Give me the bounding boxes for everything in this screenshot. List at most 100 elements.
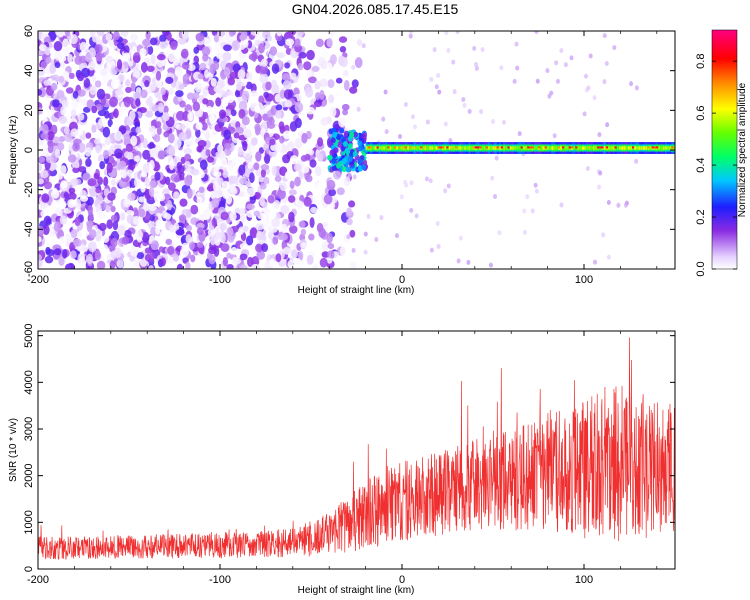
heatmap-noise-blob <box>214 123 223 132</box>
heatmap-sparse-cell <box>522 229 527 235</box>
heatmap-signal-cell <box>385 146 388 150</box>
heatmap-sparse-cell <box>429 76 434 82</box>
heatmap-noise-blob <box>87 241 97 253</box>
heatmap-noise-blob <box>254 123 261 132</box>
heatmap-noise-blob <box>50 200 58 211</box>
heatmap-noise-blob <box>70 128 79 137</box>
heatmap-noise-blob <box>284 171 291 180</box>
heatmap-sparse-cell <box>448 138 453 144</box>
heatmap-sparse-cell <box>514 41 519 47</box>
heatmap-noise-blob <box>245 180 251 188</box>
heatmap-noise-blob <box>349 261 357 269</box>
heatmap-noise-blob <box>65 263 74 269</box>
heatmap-noise-blob <box>132 69 142 79</box>
heatmap-noise-blob <box>239 185 247 193</box>
heatmap-noise-blob <box>255 151 262 162</box>
heatmap-noise-blob <box>324 226 330 233</box>
heatmap-noise-blob <box>303 61 312 71</box>
heatmap-signal-cell <box>669 146 672 150</box>
heatmap-noise-blob <box>218 109 227 119</box>
heatmap-signal-peak <box>476 146 480 149</box>
heatmap-noise-blob <box>78 166 87 173</box>
heatmap-transition-cell <box>349 131 355 138</box>
heatmap-noise-blob <box>173 176 180 183</box>
heatmap-noise-blob <box>270 144 278 151</box>
heatmap-noise-blob <box>298 51 307 59</box>
heatmap-noise-blob <box>54 51 63 61</box>
heatmap-noise-blob <box>349 86 358 94</box>
heatmap-sparse-cell <box>363 231 368 237</box>
bottom-y-axis-title: SNR (10 * v/v) <box>8 418 19 482</box>
x-tick-label: -200 <box>27 574 49 586</box>
heatmap-signal-cell <box>616 146 620 150</box>
heatmap-noise-blob <box>159 41 167 49</box>
heatmap-signal-peak <box>653 146 657 149</box>
heatmap-noise-blob <box>132 215 140 225</box>
snr-panel: -200 -100 0 100 0 1000 2000 3000 4000 5000 Heigh… <box>8 323 676 596</box>
heatmap-signal-peak <box>529 146 533 149</box>
heatmap-noise-blob <box>167 245 175 255</box>
heatmap-noise-blob <box>43 215 52 226</box>
heatmap-noise-blob <box>79 41 88 52</box>
heatmap-noise-blob <box>138 208 146 218</box>
heatmap-transition-cell <box>352 150 358 157</box>
heatmap-sparse-cell <box>432 47 437 53</box>
heatmap-noise-blob <box>294 102 304 113</box>
heatmap-noise-blob <box>260 58 268 67</box>
heatmap-noise-blob <box>94 233 102 243</box>
heatmap-noise-blob <box>190 204 199 215</box>
heatmap-noise-blob <box>251 137 258 146</box>
heatmap-noise-blob <box>93 173 100 180</box>
heatmap-noise-blob <box>83 78 91 89</box>
heatmap-noise-blob <box>161 31 170 37</box>
heatmap-noise-blob <box>181 31 189 40</box>
heatmap-noise-blob <box>41 193 50 203</box>
heatmap-noise-blob <box>120 31 129 38</box>
heatmap-noise-blob <box>147 45 154 55</box>
heatmap-sparse-cell <box>461 97 466 103</box>
heatmap-signal-peak <box>601 146 605 149</box>
heatmap-signal-peak <box>538 146 542 149</box>
y-tick-label: 60 <box>23 25 35 37</box>
heatmap-noise-blob <box>227 162 235 171</box>
heatmap-noise-blob <box>106 219 113 230</box>
heatmap-noise-blob <box>67 54 73 63</box>
heatmap-noise-blob <box>173 191 180 200</box>
heatmap-noise-blob <box>143 202 149 212</box>
y-tick-label: -20 <box>23 182 35 198</box>
heatmap-noise-blob <box>319 78 328 88</box>
heatmap-noise-blob <box>201 46 211 57</box>
y-tick-label: -60 <box>23 261 35 277</box>
heatmap-noise-blob <box>70 228 78 239</box>
heatmap-noise-blob <box>222 51 232 62</box>
heatmap-noise-blob <box>282 79 292 90</box>
heatmap-noise-blob <box>213 171 222 178</box>
heatmap-signal-cell <box>577 146 580 150</box>
heatmap-noise-blob <box>265 81 272 91</box>
heatmap-noise-blob <box>182 73 192 85</box>
heatmap-noise-blob <box>64 31 70 37</box>
heatmap-transition-cell <box>335 133 341 140</box>
heatmap-noise-blob <box>300 228 307 236</box>
heatmap-noise-blob <box>131 76 137 84</box>
heatmap-sparse-cell <box>408 33 413 39</box>
heatmap-noise-blob <box>38 113 46 121</box>
heatmap-noise-blob <box>172 253 180 262</box>
heatmap-noise-blob <box>174 66 183 78</box>
top-x-axis-title: Height of straight line (km) <box>298 285 415 296</box>
heatmap-noise-blob <box>211 197 220 208</box>
heatmap-signal-cell <box>551 146 554 150</box>
heatmap-noise-blob <box>155 219 162 227</box>
heatmap-sparse-cell <box>379 215 384 221</box>
heatmap-sparse-cell <box>497 230 502 236</box>
heatmap-noise-blob <box>38 88 43 96</box>
heatmap-sparse-cell <box>602 33 607 39</box>
heatmap-noise-blob <box>289 180 295 189</box>
heatmap-noise-blob <box>159 230 167 240</box>
heatmap-signal-cell <box>400 146 403 150</box>
heatmap-signal-peak <box>369 146 373 149</box>
heatmap-sparse-cell <box>474 65 479 71</box>
x-tick-label: 0 <box>399 574 405 586</box>
heatmap-noise-blob <box>86 253 93 265</box>
